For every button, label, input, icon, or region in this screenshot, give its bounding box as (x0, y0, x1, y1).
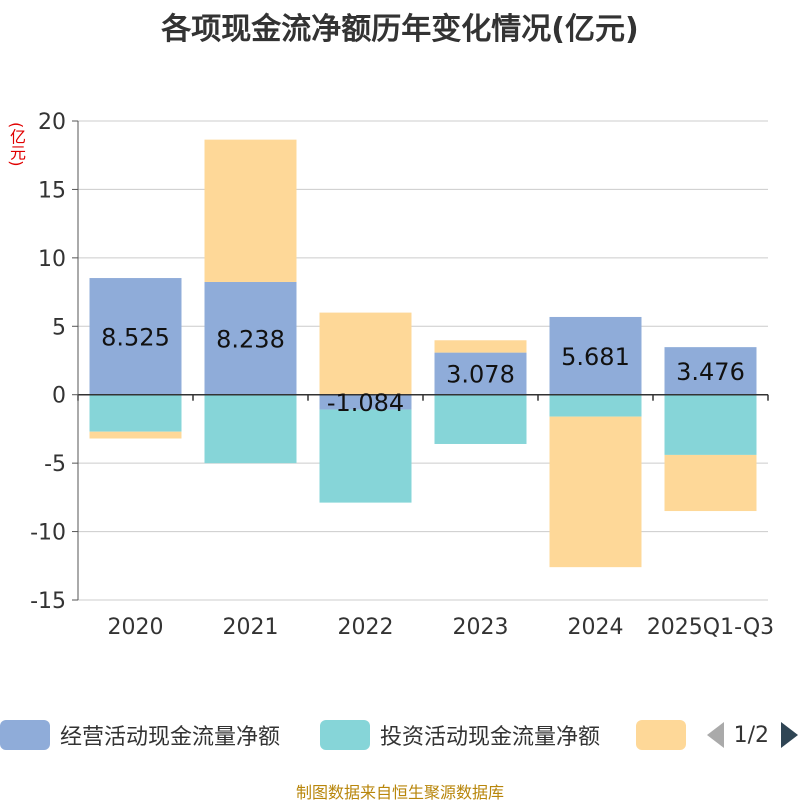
y-tick-label: -15 (30, 589, 66, 614)
legend-item-operating[interactable]: 经营活动现金流量净额 (0, 718, 280, 752)
bar-segment (549, 316, 642, 395)
legend-pager: 1/2 (706, 718, 800, 752)
data-label: 8.525 (101, 323, 170, 351)
data-label: 8.238 (216, 325, 285, 353)
legend-swatch (636, 720, 686, 750)
bar-segment (319, 394, 412, 410)
chevron-right-icon[interactable] (781, 722, 798, 748)
x-tick-label: 2020 (108, 615, 164, 640)
legend-label: 经营活动现金流量净额 (60, 725, 281, 750)
y-tick-label: 0 (52, 384, 66, 409)
legend-label: 投资活动现金流量净额 (380, 725, 601, 750)
label-layer: 8.525 8.238 -1.084 3.078 5.681 3.476 (101, 323, 745, 417)
bar-segment (319, 312, 412, 395)
bar-segment (549, 416, 642, 568)
x-tick-label: 2023 (453, 615, 509, 640)
bar-layer (89, 139, 757, 568)
bar-segment (204, 394, 297, 464)
x-tick-label: 2024 (568, 615, 624, 640)
bar-segment (204, 281, 297, 395)
bar-segment (434, 352, 527, 395)
x-tick-label: 2022 (338, 615, 394, 640)
bar-segment (204, 139, 297, 282)
legend-item-investing[interactable]: 投资活动现金流量净额 (320, 718, 600, 752)
y-axis-unit: (亿元) (7, 122, 26, 167)
bar-segment (549, 394, 642, 417)
y-tick-label: 5 (52, 315, 66, 340)
data-source-note: 制图数据来自恒生聚源数据库 (295, 783, 504, 802)
y-tick-label: -10 (30, 521, 66, 546)
legend: 经营活动现金流量净额 投资活动现金流量净额 1/2 (0, 718, 800, 752)
bar-segment (319, 409, 412, 503)
y-tick-label: 20 (38, 110, 66, 135)
bar-segment (434, 340, 527, 353)
data-label: 5.681 (561, 343, 630, 371)
legend-page-indicator: 1/2 (733, 722, 769, 748)
data-label: 3.078 (446, 361, 515, 389)
data-label: -1.084 (327, 389, 404, 417)
grid-layer (78, 120, 768, 601)
bar-segment (89, 278, 182, 395)
y-tick-label: -5 (44, 452, 66, 477)
chevron-left-icon[interactable] (706, 722, 724, 748)
bar-segment (664, 347, 757, 395)
x-tick-label: 2021 (223, 615, 279, 640)
bar-segment (89, 431, 182, 439)
axis-layer: 20 15 10 5 0 -5 -10 -15 2020 2021 2022 2023 2024 2025… (30, 110, 774, 640)
bar-segment (89, 394, 182, 432)
y-tick-label: 10 (38, 247, 66, 272)
bar-segment (664, 454, 757, 512)
legend-swatch (320, 720, 370, 750)
data-label: 3.476 (676, 358, 745, 386)
legend-swatch (0, 720, 50, 750)
y-tick-label: 15 (38, 178, 66, 203)
chart-title: 各项现金流净额历年变化情况(亿元) (161, 12, 639, 47)
x-tick-label: 2025Q1-Q3 (647, 615, 774, 640)
bar-segment (664, 394, 757, 455)
bar-segment (434, 394, 527, 444)
legend-item-financing[interactable] (636, 718, 686, 752)
